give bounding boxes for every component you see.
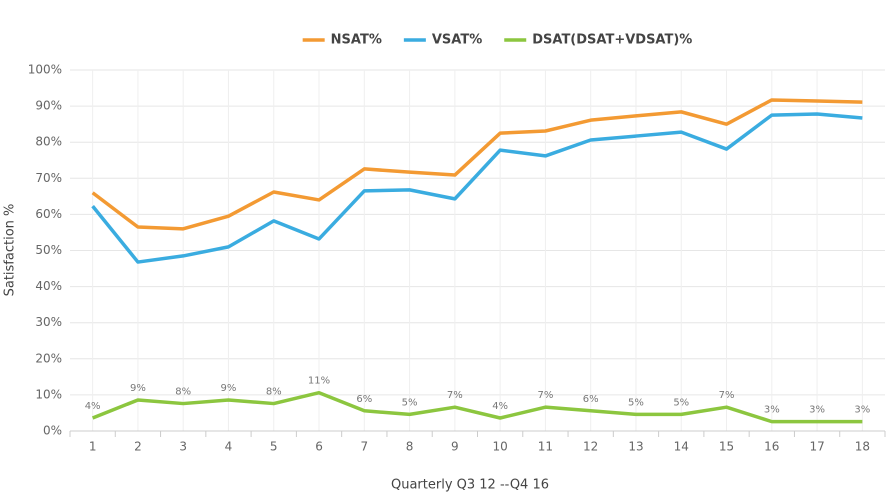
data-label: 6% bbox=[583, 394, 599, 405]
y-axis-title: Satisfaction % bbox=[3, 204, 18, 297]
x-axis-title: Quarterly Q3 12 --Q4 16 bbox=[391, 478, 549, 493]
data-label: 5% bbox=[402, 397, 418, 408]
y-tick-label: 70% bbox=[35, 171, 62, 185]
data-label: 7% bbox=[719, 390, 735, 401]
data-label: 6% bbox=[356, 394, 372, 405]
y-tick-label: 50% bbox=[35, 243, 62, 257]
x-tick-label: 17 bbox=[809, 440, 824, 454]
x-tick-label: 18 bbox=[855, 440, 870, 454]
legend-label: VSAT% bbox=[432, 33, 482, 48]
y-tick-label: 90% bbox=[35, 99, 62, 113]
data-label: 7% bbox=[537, 390, 553, 401]
x-tick-label: 8 bbox=[406, 440, 414, 454]
data-label: 3% bbox=[764, 405, 780, 416]
data-label: 5% bbox=[628, 397, 644, 408]
y-tick-label: 20% bbox=[35, 351, 62, 365]
x-tick-label: 4 bbox=[225, 440, 233, 454]
x-tick-label: 9 bbox=[451, 440, 459, 454]
x-tick-label: 1 bbox=[89, 440, 97, 454]
y-tick-label: 40% bbox=[35, 279, 62, 293]
data-label: 8% bbox=[175, 387, 191, 398]
data-label: 3% bbox=[854, 405, 870, 416]
x-tick-label: 2 bbox=[134, 440, 142, 454]
y-tick-label: 0% bbox=[43, 424, 62, 438]
data-label: 5% bbox=[673, 397, 689, 408]
x-tick-label: 14 bbox=[674, 440, 689, 454]
x-tick-label: 7 bbox=[360, 440, 368, 454]
data-label: 4% bbox=[85, 401, 101, 412]
series-line bbox=[91, 112, 863, 264]
data-label: 3% bbox=[809, 405, 825, 416]
legend-label: NSAT% bbox=[331, 33, 382, 48]
y-tick-label: 80% bbox=[35, 135, 62, 149]
x-tick-label: 3 bbox=[179, 440, 187, 454]
data-label: 9% bbox=[130, 383, 146, 394]
series-line bbox=[91, 390, 863, 424]
data-label: 11% bbox=[308, 376, 330, 387]
x-tick-label: 6 bbox=[315, 440, 323, 454]
x-tick-label: 13 bbox=[628, 440, 643, 454]
data-label: 8% bbox=[266, 387, 282, 398]
x-tick-label: 12 bbox=[583, 440, 598, 454]
data-label: 9% bbox=[221, 383, 237, 394]
y-tick-label: 10% bbox=[35, 387, 62, 401]
data-label: 4% bbox=[492, 401, 508, 412]
x-tick-label: 11 bbox=[538, 440, 553, 454]
series-line bbox=[91, 98, 863, 231]
y-tick-label: 30% bbox=[35, 315, 62, 329]
x-tick-label: 16 bbox=[764, 440, 779, 454]
legend: NSAT% VSAT% DSAT(DSAT+VDSAT)% bbox=[302, 33, 692, 48]
y-tick-label: 60% bbox=[35, 207, 62, 221]
legend-label: DSAT(DSAT+VDSAT)% bbox=[532, 33, 692, 48]
data-label: 7% bbox=[447, 390, 463, 401]
x-tick-label: 15 bbox=[719, 440, 734, 454]
x-tick-label: 5 bbox=[270, 440, 278, 454]
x-tick-label: 10 bbox=[492, 440, 507, 454]
y-tick-label: 100% bbox=[28, 63, 62, 77]
